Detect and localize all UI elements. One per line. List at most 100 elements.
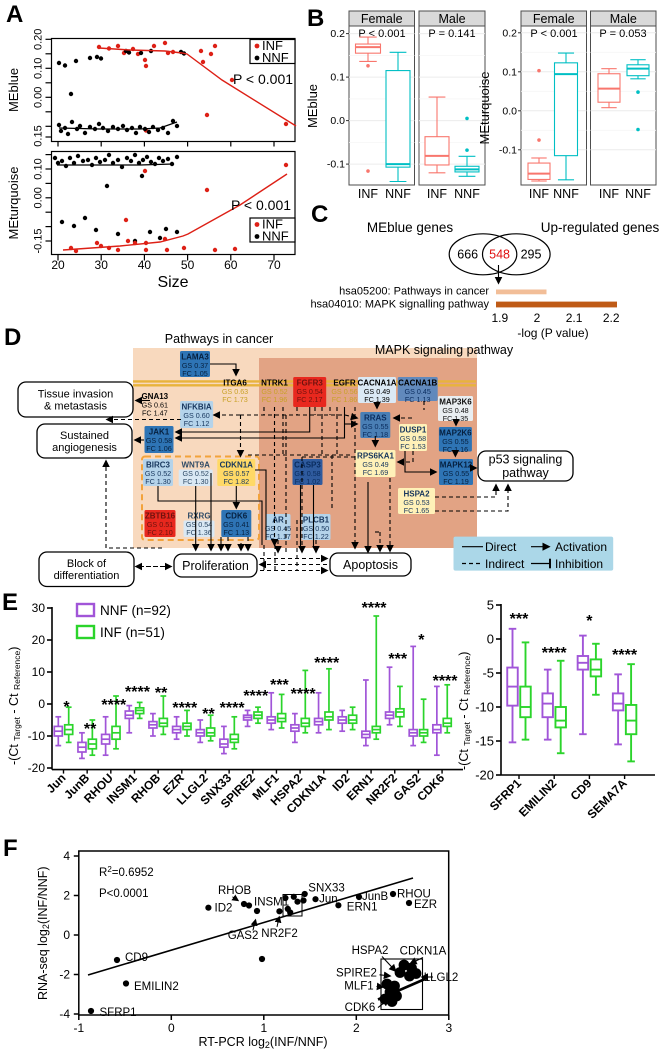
svg-text:CACNA1B: CACNA1B [398,379,437,388]
svg-text:****: **** [362,600,388,617]
svg-text:RHOB: RHOB [218,885,252,897]
svg-text:FC 1.53: FC 1.53 [400,442,426,451]
svg-text:SFRP1: SFRP1 [100,1007,137,1019]
svg-text:hsa05200: Pathways in cancer: hsa05200: Pathways in cancer [339,286,489,298]
svg-text:LAMA3: LAMA3 [181,353,209,362]
svg-text:MAPK12: MAPK12 [440,461,473,470]
svg-text:0.10: 0.10 [33,58,45,79]
svg-text:5: 5 [487,598,494,613]
svg-text:Apoptosis: Apoptosis [343,558,398,572]
svg-text:0.1: 0.1 [330,72,345,84]
svg-text:GS 0.54: GS 0.54 [297,387,323,396]
svg-text:FC 1.02: FC 1.02 [295,477,321,486]
svg-text:50: 50 [181,258,195,272]
svg-text:*: * [63,699,70,716]
svg-text:20: 20 [32,633,46,647]
svg-text:Up-regulated genes: Up-regulated genes [541,220,660,235]
svg-text:ZBTB16: ZBTB16 [145,512,176,521]
svg-text:0.0: 0.0 [330,115,345,127]
svg-text:Indirect: Indirect [485,557,525,571]
svg-text:HSPA2: HSPA2 [352,945,389,957]
svg-text:CDK6: CDK6 [225,512,247,521]
svg-text:****: **** [125,684,151,701]
svg-text:-4: -4 [59,1007,70,1021]
svg-text:NNF: NNF [625,187,651,201]
svg-text:GNA13: GNA13 [141,392,168,401]
svg-text:GS 0.54: GS 0.54 [186,520,212,529]
svg-text:****: **** [291,686,317,703]
svg-text:NTRK1: NTRK1 [261,379,288,388]
svg-text:A: A [6,1,23,28]
svg-text:RNA-seq log2(INF/NNF): RNA-seq log2(INF/NNF) [36,866,51,1000]
svg-text:CDKN1A: CDKN1A [220,461,254,470]
svg-text:0.1: 0.1 [502,66,517,78]
svg-text:0: 0 [168,1021,175,1035]
svg-text:RHOU: RHOU [397,889,431,901]
svg-text:***: *** [510,611,529,628]
svg-text:FC 1.39: FC 1.39 [364,395,390,404]
svg-text:***: *** [270,677,289,694]
svg-text:-5: -5 [482,666,494,681]
svg-text:FC 1.69: FC 1.69 [363,468,389,477]
svg-text:Block of: Block of [67,558,107,570]
svg-text:Activation: Activation [555,540,607,554]
svg-text:30: 30 [32,601,46,615]
svg-text:****: **** [314,655,340,672]
svg-text:-0.1: -0.1 [499,144,517,156]
svg-text:FC 1.05: FC 1.05 [182,369,208,378]
svg-text:AR: AR [272,516,284,525]
svg-text:NNF: NNF [454,187,480,201]
svg-text:3: 3 [445,1021,452,1035]
svg-text:GS 0.55: GS 0.55 [442,437,468,446]
svg-text:**: ** [84,721,97,738]
svg-text:70: 70 [267,258,281,272]
svg-text:MEturquoise: MEturquoise [6,167,21,240]
svg-text:F: F [3,835,18,862]
svg-text:GS 0.52: GS 0.52 [145,469,171,478]
svg-text:FC 1.22: FC 1.22 [303,532,329,541]
svg-text:Jun: Jun [319,894,338,906]
svg-text:Direct: Direct [485,540,517,554]
svg-text:FC 1.96: FC 1.96 [262,395,288,404]
svg-text:-0.1: -0.1 [327,159,345,171]
svg-text:ITGA6: ITGA6 [223,379,247,388]
svg-text:P < 0.001: P < 0.001 [358,28,405,40]
svg-text:FC 1.18: FC 1.18 [363,430,389,439]
svg-text:-20: -20 [28,761,46,775]
svg-text:20: 20 [51,258,65,272]
svg-text:GS 0.45: GS 0.45 [405,387,431,396]
svg-text:RXRG: RXRG [187,512,210,521]
svg-text:FC 1.35: FC 1.35 [443,414,469,423]
svg-text:*: * [586,613,593,630]
svg-text:0: 0 [487,632,494,647]
svg-text:10: 10 [32,665,46,679]
svg-text:-0.15: -0.15 [33,228,45,253]
svg-text:0.2: 0.2 [330,28,345,40]
svg-text:FC 1.73: FC 1.73 [222,395,248,404]
svg-text:MAPK signaling pathway: MAPK signaling pathway [375,343,514,357]
svg-text:SPIRE2: SPIRE2 [336,968,377,980]
svg-text:pathway: pathway [502,466,549,480]
svg-text:GS 0.51: GS 0.51 [147,520,173,529]
svg-text:CD9: CD9 [125,952,148,964]
svg-text:GS 0.37: GS 0.37 [182,361,208,370]
svg-text:JunB: JunB [362,891,389,903]
svg-text:R2=0.6952: R2=0.6952 [99,865,154,879]
svg-text:-1: -1 [73,1021,84,1035]
svg-text:0.2: 0.2 [502,27,517,39]
svg-text:MAP3K6: MAP3K6 [439,398,472,407]
svg-text:p53 signaling: p53 signaling [489,453,563,467]
svg-text:Male: Male [610,12,637,26]
svg-text:FC 1.65: FC 1.65 [404,506,430,515]
svg-text:PLCB1: PLCB1 [303,516,330,525]
svg-text:INF: INF [358,187,379,201]
svg-text:40: 40 [138,258,152,272]
svg-text:GS 0.55: GS 0.55 [362,422,388,431]
svg-text:GS 0.63: GS 0.63 [222,387,248,396]
svg-text:FC 1.13: FC 1.13 [405,395,431,404]
svg-text:P<0.0001: P<0.0001 [99,888,149,900]
svg-text:****: **** [220,700,246,717]
svg-text:ID2: ID2 [215,903,233,915]
svg-text:1.9: 1.9 [491,311,508,325]
svg-text:GS 0.48: GS 0.48 [442,406,468,415]
